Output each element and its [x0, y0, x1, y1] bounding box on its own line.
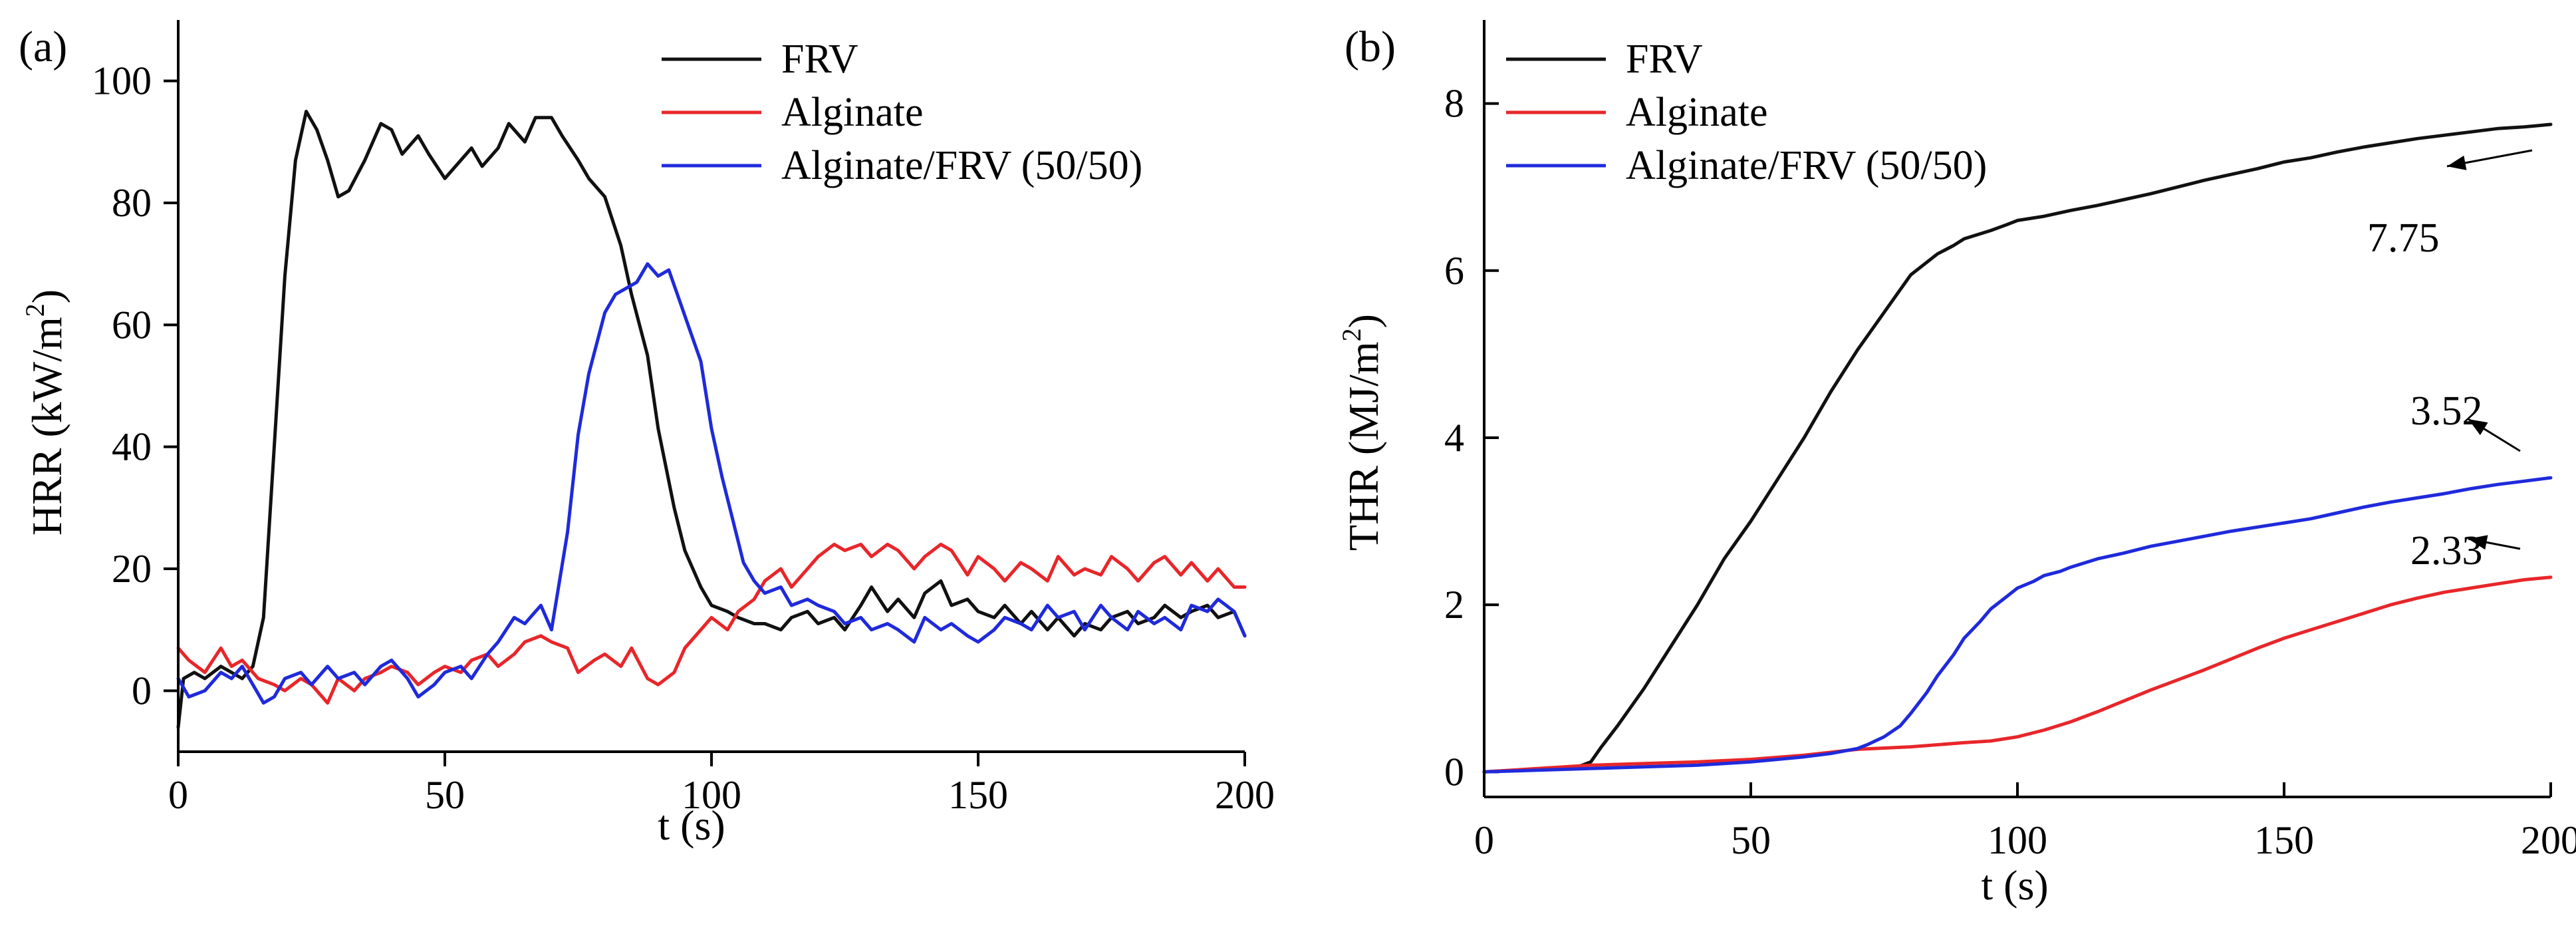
panel-a-x-tick-label: 100	[682, 773, 741, 817]
panel-b-y-tick-label: 0	[1444, 750, 1464, 794]
annotation-arrow-head	[2447, 155, 2467, 170]
panel-a-series	[176, 110, 1247, 729]
panel-a-y-axis-label-sup: 2	[20, 303, 50, 317]
panel-b-x-tick-label: 100	[1988, 818, 2047, 862]
panel-b-ticks: 0 50 100 150 200 0 2 4 6 8	[1444, 82, 2576, 862]
panel-b-series-frv	[1482, 122, 2553, 774]
panel-a-y-axis-label-main: HRR (kW/m	[23, 317, 70, 536]
panel-b-axes	[1483, 20, 2551, 798]
annotation-7-75: 7.75	[2367, 216, 2440, 261]
panel-a-x-tick-label: 200	[1215, 773, 1275, 817]
panel-a-legend: FRV Alginate Alginate/FRV (50/50)	[662, 37, 1142, 188]
legend-label-alginate-frv-50-50: Alginate/FRV (50/50)	[781, 143, 1142, 188]
panel-a: (a) 0 50 100 150 200 0 20 40 60 80 100 t (s) HRR (…	[19, 20, 1275, 849]
panel-b-x-tick-label: 150	[2254, 818, 2314, 862]
panel-a-y-tick-label: 0	[132, 669, 152, 712]
panel-a-axes	[177, 20, 1245, 753]
legend-label-alginate: Alginate	[781, 90, 924, 135]
panel-b-y-axis-label-sup: 2	[1337, 328, 1366, 341]
panel-b-y-axis-label: THR (MJ/m2)	[1337, 314, 1387, 551]
panel-a-y-axis-label: HRR (kW/m2)	[20, 289, 70, 536]
panel-a-y-tick-label: 60	[112, 303, 152, 347]
panel-b-series-alginate	[1482, 575, 2553, 774]
legend-label-frv: FRV	[781, 37, 858, 82]
annotation-2-33: 2.33	[2410, 528, 2483, 573]
legend-label-alginate-frv-50-50: Alginate/FRV (50/50)	[1626, 143, 1987, 188]
panel-a-x-tick-label: 50	[425, 773, 465, 817]
panel-b-y-tick-label: 4	[1444, 416, 1464, 460]
panel-a-y-axis-label-close: )	[23, 289, 70, 303]
panel-b-legend: FRV Alginate Alginate/FRV (50/50)	[1506, 37, 1987, 188]
panel-a-series-alginate	[176, 542, 1247, 705]
annotation-3-52: 3.52	[2410, 388, 2483, 434]
panel-a-x-tick-label: 150	[948, 773, 1008, 817]
panel-b-series	[1482, 122, 2553, 774]
panel-a-label: (a)	[19, 23, 67, 71]
panel-a-series-frv	[176, 110, 1247, 729]
annotation-arrow-head	[2468, 535, 2488, 550]
annotation-arrow-head	[2468, 419, 2488, 436]
legend-label-alginate: Alginate	[1626, 90, 1768, 135]
panel-b-y-axis-label-main: THR (MJ/m	[1340, 341, 1387, 551]
panel-b-label: (b)	[1345, 23, 1396, 71]
panel-b-y-tick-label: 6	[1444, 249, 1464, 293]
panel-b-x-tick-label: 50	[1731, 818, 1771, 862]
panel-a-x-tick-label: 0	[168, 773, 188, 817]
panel-b-annotations: 7.75 3.52 2.33	[2367, 149, 2533, 573]
panel-b-y-tick-label: 2	[1444, 583, 1464, 627]
panel-b-series-alginate-frv-50-50	[1482, 476, 2553, 774]
panel-a-y-tick-label: 20	[112, 547, 152, 591]
panel-b-x-tick-label: 200	[2521, 818, 2576, 862]
panel-b-y-tick-label: 8	[1444, 82, 1464, 126]
panel-a-y-tick-label: 80	[112, 181, 152, 225]
panel-a-y-tick-label: 40	[112, 425, 152, 469]
panel-a-series-alginate-frv-50-50	[176, 262, 1247, 705]
panel-a-ticks: 0 50 100 150 200 0 20 40 60 80 100	[92, 59, 1275, 817]
panel-b-x-axis-label: t (s)	[1981, 861, 2048, 909]
panel-a-x-axis-label: t (s)	[658, 802, 725, 849]
panel-b-x-tick-label: 0	[1474, 818, 1494, 862]
panel-b-y-axis-label-close: )	[1340, 314, 1387, 328]
panel-a-y-tick-label: 100	[92, 59, 152, 103]
legend-label-frv: FRV	[1626, 37, 1703, 82]
